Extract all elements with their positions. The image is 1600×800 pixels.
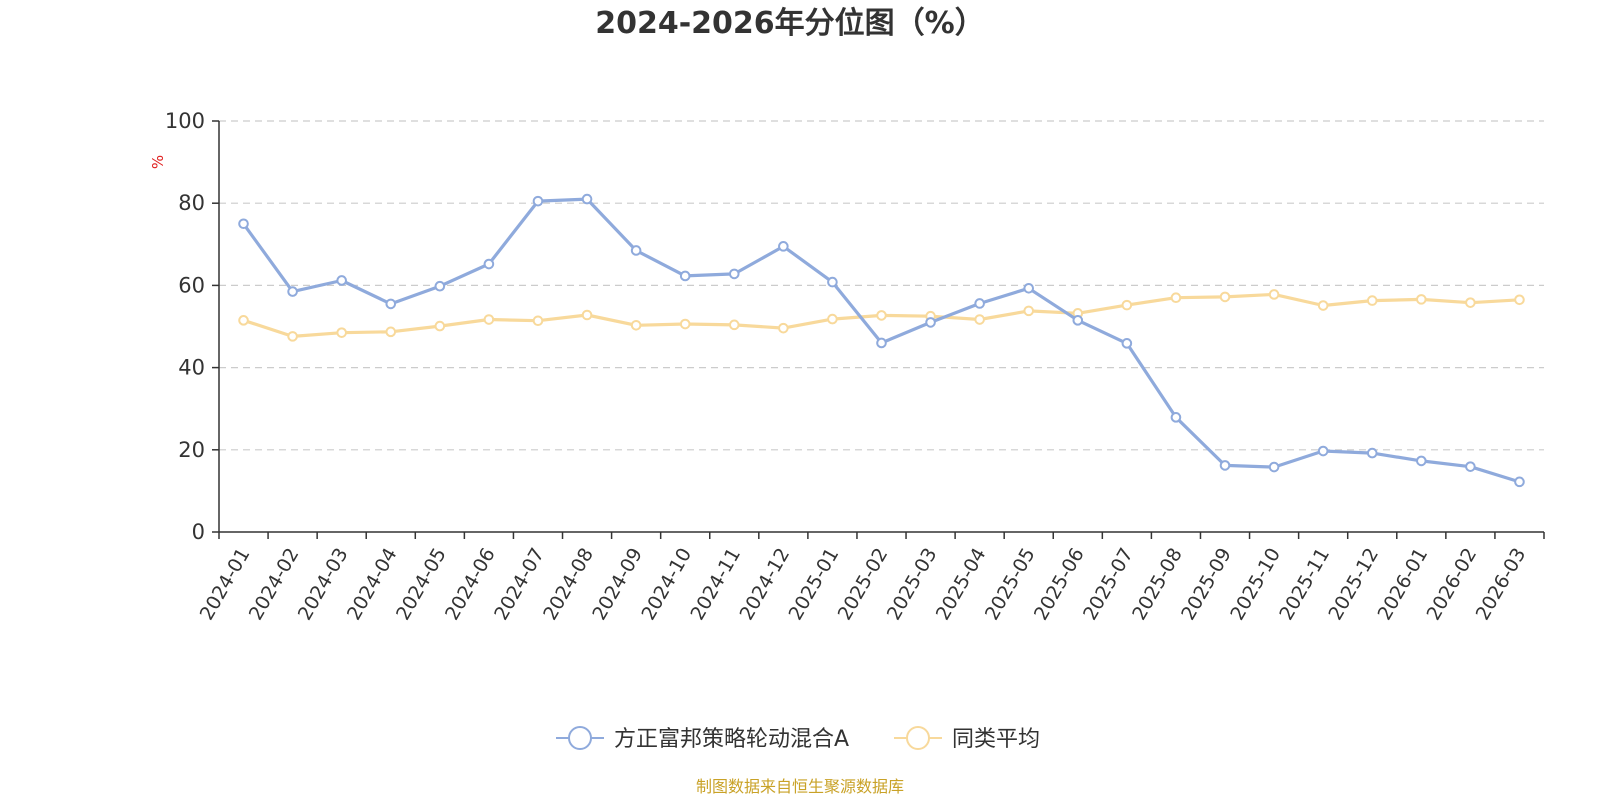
data-point-0-2024-05	[434, 280, 446, 292]
data-point-1-2024-04	[385, 326, 397, 338]
data-point-0-2025-06	[1072, 315, 1084, 326]
data-point-0-2025-07	[1121, 338, 1133, 349]
data-point-1-2025-05	[1023, 305, 1035, 317]
data-point-1-2025-09	[1219, 291, 1231, 303]
data-point-0-2025-09	[1219, 460, 1231, 471]
data-point-1-2025-08	[1170, 292, 1182, 304]
data-point-1-2025-07	[1121, 299, 1133, 311]
data-point-0-2024-12	[778, 241, 789, 252]
data-point-0-2025-05	[1023, 282, 1035, 294]
legend-label-1: 同类平均	[952, 727, 1040, 752]
data-point-0-2026-01	[1416, 455, 1427, 467]
legend-label-0: 方正富邦策略轮动混合A	[614, 727, 849, 752]
data-point-1-2024-05	[434, 320, 446, 332]
data-point-1-2025-04	[974, 314, 985, 325]
series-1	[238, 289, 1525, 342]
data-point-0-2025-12	[1366, 447, 1378, 459]
data-point-1-2024-03	[336, 327, 347, 338]
data-point-0-2025-02	[876, 337, 887, 349]
data-point-0-2026-03	[1514, 476, 1525, 488]
data-point-0-2024-08	[581, 193, 593, 205]
data-point-1-2024-01	[238, 315, 249, 326]
data-point-1-2024-08	[581, 309, 593, 321]
data-point-0-2024-07	[532, 195, 544, 207]
data-point-0-2025-10	[1268, 461, 1280, 473]
y-axis-unit-label: %	[149, 155, 167, 169]
chart-title: 2024-2026年分位图（%）	[595, 6, 985, 41]
y-tick-label-0: 0	[192, 520, 205, 544]
data-point-0-2025-03	[925, 317, 936, 328]
data-point-0-2024-10	[679, 270, 691, 282]
data-point-1-2024-12	[778, 322, 789, 334]
data-point-0-2024-11	[728, 268, 740, 280]
y-tick-label-80: 80	[178, 191, 205, 215]
series-0	[238, 193, 1525, 488]
data-point-0-2024-01	[238, 218, 249, 230]
data-point-0-2024-09	[630, 245, 642, 256]
data-point-0-2025-11	[1317, 445, 1329, 457]
data-source-note: 制图数据来自恒生聚源数据库	[696, 777, 904, 796]
grid-lines	[219, 120, 1544, 451]
y-tick-label-40: 40	[178, 356, 205, 380]
data-point-1-2026-02	[1465, 297, 1476, 308]
data-point-0-2024-03	[336, 275, 347, 286]
data-point-1-2024-11	[728, 319, 740, 331]
y-tick-label-100: 100	[165, 109, 205, 133]
data-point-1-2024-09	[630, 319, 642, 331]
data-point-1-2025-11	[1317, 300, 1329, 311]
legend-marker-0	[568, 726, 592, 750]
data-point-0-2024-06	[483, 258, 495, 270]
data-point-1-2025-01	[827, 313, 838, 325]
data-point-0-2024-04	[385, 298, 397, 310]
data-point-1-2026-01	[1416, 294, 1427, 305]
data-point-0-2025-08	[1170, 412, 1182, 423]
data-point-1-2025-12	[1366, 295, 1378, 306]
legend: 方正富邦策略轮动混合A 同类平均	[556, 726, 1040, 752]
y-tick-label-60: 60	[178, 273, 205, 297]
data-point-1-2026-03	[1514, 294, 1525, 306]
axes: 0204060801002024-012024-022024-032024-04…	[165, 109, 1545, 624]
data-point-1-2025-10	[1268, 289, 1280, 300]
series-lines	[238, 193, 1525, 488]
legend-marker-1	[906, 726, 930, 750]
y-tick-label-20: 20	[178, 438, 205, 462]
legend-item-1: 同类平均	[894, 726, 1040, 752]
data-point-1-2025-02	[876, 310, 887, 321]
data-point-1-2024-02	[287, 331, 298, 342]
legend-item-0: 方正富邦策略轮动混合A	[556, 726, 849, 752]
data-point-1-2024-10	[679, 318, 691, 330]
data-point-1-2024-06	[483, 314, 495, 325]
data-point-1-2024-07	[532, 315, 544, 327]
data-point-0-2025-04	[974, 298, 985, 309]
data-point-0-2026-02	[1465, 461, 1476, 472]
data-point-0-2024-02	[287, 286, 298, 297]
data-point-0-2025-01	[827, 276, 838, 288]
